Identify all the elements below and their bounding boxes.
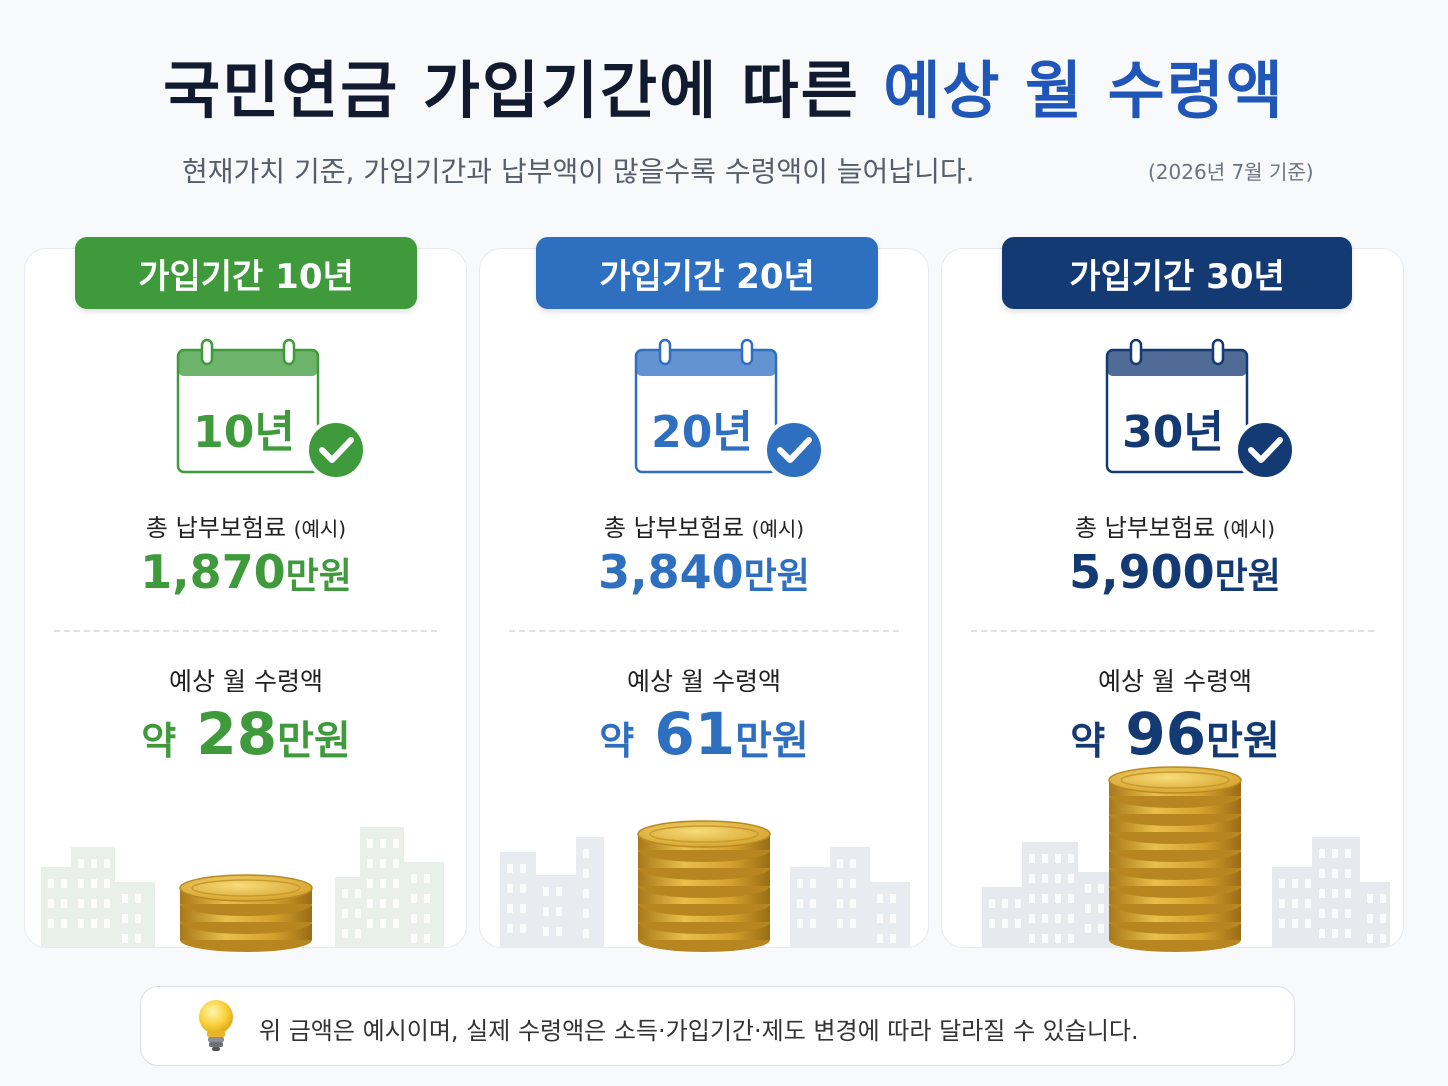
example-note: (예시) bbox=[1222, 517, 1276, 541]
total-premium-value: 1,870만원 bbox=[26, 545, 466, 599]
calendar-label: 10년 bbox=[193, 407, 295, 458]
coin-stack bbox=[637, 820, 771, 952]
total-premium-amount: 3,840 bbox=[598, 545, 744, 599]
coin-stack-wrapper bbox=[634, 818, 774, 960]
disclaimer-note: 위 금액은 예시이며, 실제 수령액은 소득·가입기간·제도 변경에 따라 달라… bbox=[140, 986, 1295, 1066]
page-title: 국민연금 가입기간에 따른 예상 월 수령액 bbox=[0, 40, 1448, 130]
approx-prefix: 약 bbox=[1070, 719, 1106, 763]
dashed-divider bbox=[509, 630, 899, 632]
dashed-divider bbox=[54, 630, 437, 632]
total-premium-amount: 5,900 bbox=[1069, 545, 1215, 599]
total-premium-label: 총 납부보험료 (예시) bbox=[484, 508, 924, 543]
total-premium-unit: 만원 bbox=[285, 556, 352, 597]
monthly-benefit-label: 예상 월 수령액 bbox=[627, 667, 781, 696]
note-text: 위 금액은 예시이며, 실제 수령액은 소득·가입기간·제도 변경에 따라 달라… bbox=[259, 1017, 1139, 1045]
monthly-benefit-value: 약 96만원 bbox=[955, 700, 1395, 768]
total-premium-value: 5,900만원 bbox=[955, 545, 1395, 599]
calendar-icon bbox=[176, 338, 367, 481]
coin-stack bbox=[179, 874, 313, 952]
calendar-icon bbox=[1105, 338, 1296, 481]
period-badge: 가입기간 20년 bbox=[536, 237, 878, 309]
calendar-wrapper: 20년 bbox=[632, 338, 832, 488]
monthly-benefit-value: 약 61만원 bbox=[484, 700, 924, 768]
monthly-benefit-label: 예상 월 수령액 bbox=[169, 667, 323, 696]
approx-prefix: 약 bbox=[141, 719, 177, 763]
total-premium-label: 총 납부보험료 (예시) bbox=[955, 508, 1395, 543]
total-premium-amount: 1,870 bbox=[140, 545, 286, 599]
total-premium-label: 총 납부보험료 (예시) bbox=[26, 508, 466, 543]
total-premium-text: 총 납부보험료 bbox=[145, 514, 287, 542]
total-premium-value: 3,840만원 bbox=[484, 545, 924, 599]
monthly-benefit-amount: 96 bbox=[1125, 700, 1207, 768]
title-main: 국민연금 가입기간에 따른 bbox=[163, 54, 860, 127]
monthly-benefit-label: 예상 월 수령액 bbox=[1098, 667, 1252, 696]
monthly-benefit-amount: 28 bbox=[196, 700, 278, 768]
calendar-wrapper: 30년 bbox=[1103, 338, 1303, 488]
example-note: (예시) bbox=[293, 517, 347, 541]
total-premium-unit: 만원 bbox=[1214, 556, 1281, 597]
dashed-divider bbox=[971, 630, 1374, 632]
monthly-benefit-unit: 만원 bbox=[735, 718, 809, 764]
city-skyline-illustration bbox=[500, 837, 910, 947]
total-premium-text: 총 납부보험료 bbox=[1074, 514, 1216, 542]
page-subtitle: 현재가치 기준, 가입기간과 납부액이 많을수록 수령액이 늘어납니다. bbox=[182, 155, 975, 188]
monthly-benefit-unit: 만원 bbox=[277, 718, 351, 764]
monthly-benefit-value: 약 28만원 bbox=[26, 700, 466, 768]
title-accent: 예상 월 수령액 bbox=[883, 54, 1285, 127]
lightbulb-icon bbox=[199, 1000, 233, 1051]
calendar-label: 30년 bbox=[1122, 407, 1224, 458]
coin-stack-wrapper bbox=[1105, 764, 1245, 960]
basis-date: (2026년 7월 기준) bbox=[1148, 160, 1314, 184]
city-skyline-illustration bbox=[982, 837, 1390, 947]
calendar-wrapper: 10년 bbox=[174, 338, 374, 488]
calendar-icon bbox=[634, 338, 825, 481]
total-premium-unit: 만원 bbox=[743, 556, 810, 597]
approx-prefix: 약 bbox=[599, 719, 635, 763]
city-skyline-illustration bbox=[41, 827, 444, 947]
period-badge: 가입기간 10년 bbox=[75, 237, 417, 309]
coin-stack-wrapper bbox=[176, 872, 316, 960]
calendar-label: 20년 bbox=[651, 407, 753, 458]
total-premium-text: 총 납부보험료 bbox=[603, 514, 745, 542]
monthly-benefit-amount: 61 bbox=[654, 700, 736, 768]
period-badge: 가입기간 30년 bbox=[1002, 237, 1352, 309]
coin-stack bbox=[1108, 766, 1242, 952]
example-note: (예시) bbox=[751, 517, 805, 541]
monthly-benefit-unit: 만원 bbox=[1206, 718, 1280, 764]
